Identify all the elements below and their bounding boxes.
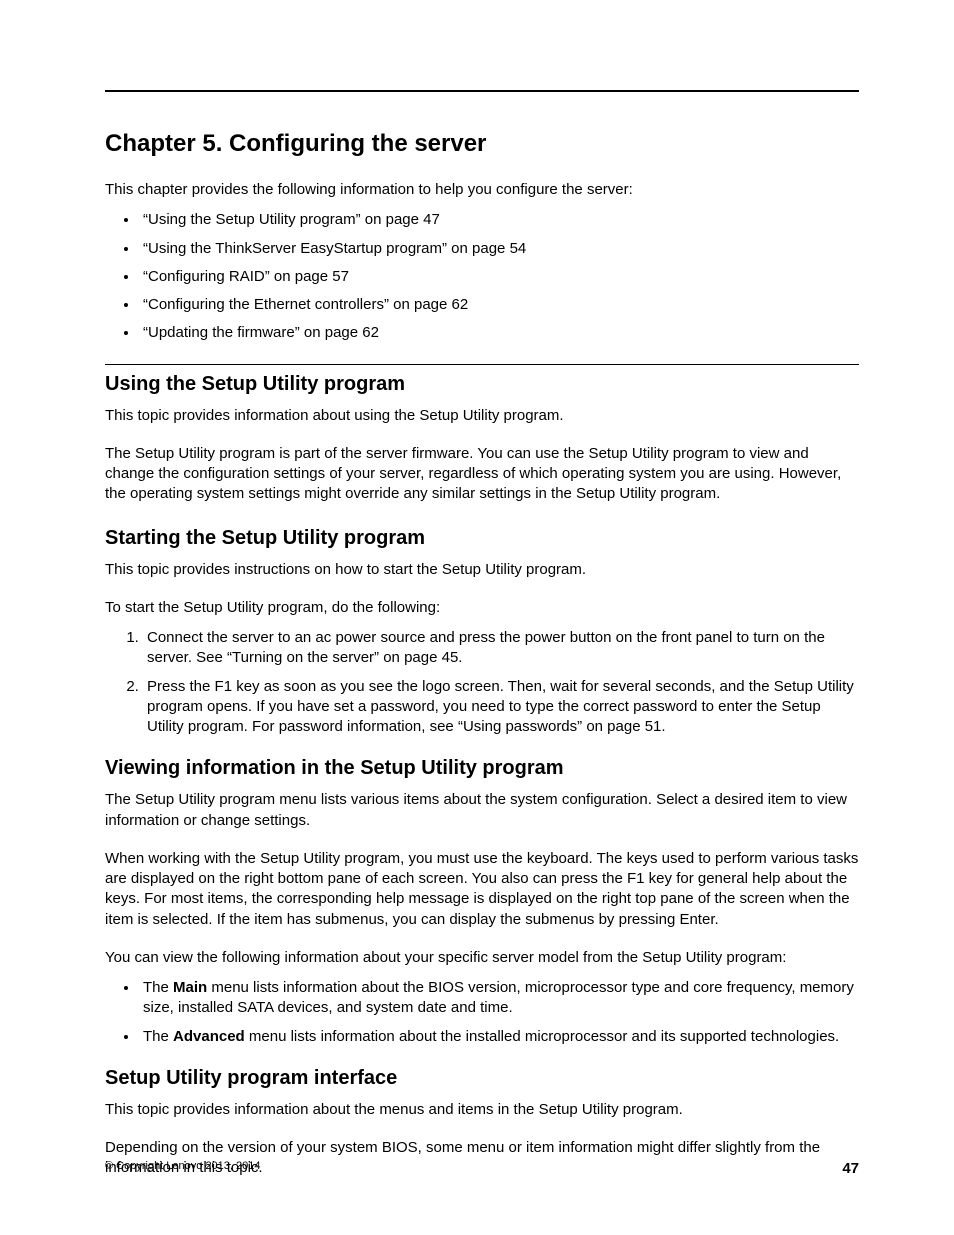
section-heading-viewing-info: Viewing information in the Setup Utility… — [105, 757, 859, 780]
paragraph: This topic provides information about us… — [105, 406, 859, 426]
list-item: The Main menu lists information about th… — [139, 978, 859, 1019]
paragraph: This topic provides information about th… — [105, 1100, 859, 1120]
top-rule — [105, 90, 859, 92]
paragraph: To start the Setup Utility program, do t… — [105, 598, 859, 618]
text: The — [143, 1028, 173, 1045]
paragraph: This topic provides instructions on how … — [105, 560, 859, 580]
bold-text: Advanced — [173, 1028, 245, 1045]
step-item: Connect the server to an ac power source… — [143, 628, 859, 669]
chapter-title: Chapter 5. Configuring the server — [105, 130, 859, 158]
section-heading-starting-setup: Starting the Setup Utility program — [105, 527, 859, 550]
steps-list: Connect the server to an ac power source… — [105, 628, 859, 737]
toc-item: “Updating the firmware” on page 62 — [139, 323, 859, 343]
page-number: 47 — [842, 1160, 859, 1177]
list-item: The Advanced menu lists information abou… — [139, 1027, 859, 1047]
document-page: Chapter 5. Configuring the server This c… — [0, 0, 954, 1235]
section-heading-using-setup: Using the Setup Utility program — [105, 373, 859, 396]
bold-text: Main — [173, 979, 207, 996]
toc-item: “Configuring RAID” on page 57 — [139, 267, 859, 287]
text: menu lists information about the install… — [245, 1028, 840, 1045]
toc-item: “Using the ThinkServer EasyStartup progr… — [139, 239, 859, 259]
toc-list: “Using the Setup Utility program” on pag… — [105, 210, 859, 343]
paragraph: When working with the Setup Utility prog… — [105, 849, 859, 930]
paragraph: The Setup Utility program menu lists var… — [105, 790, 859, 831]
copyright-text: © Copyright Lenovo 2013, 2014 — [105, 1160, 261, 1172]
paragraph: You can view the following information a… — [105, 948, 859, 968]
text: menu lists information about the BIOS ve… — [143, 979, 854, 1016]
page-footer: © Copyright Lenovo 2013, 2014 47 — [105, 1160, 859, 1177]
menu-info-list: The Main menu lists information about th… — [105, 978, 859, 1047]
paragraph: The Setup Utility program is part of the… — [105, 444, 859, 505]
toc-item: “Configuring the Ethernet controllers” o… — [139, 295, 859, 315]
section-heading-interface: Setup Utility program interface — [105, 1067, 859, 1090]
section-rule — [105, 364, 859, 365]
intro-paragraph: This chapter provides the following info… — [105, 180, 859, 200]
text: The — [143, 979, 173, 996]
step-item: Press the F1 key as soon as you see the … — [143, 677, 859, 738]
toc-item: “Using the Setup Utility program” on pag… — [139, 210, 859, 230]
